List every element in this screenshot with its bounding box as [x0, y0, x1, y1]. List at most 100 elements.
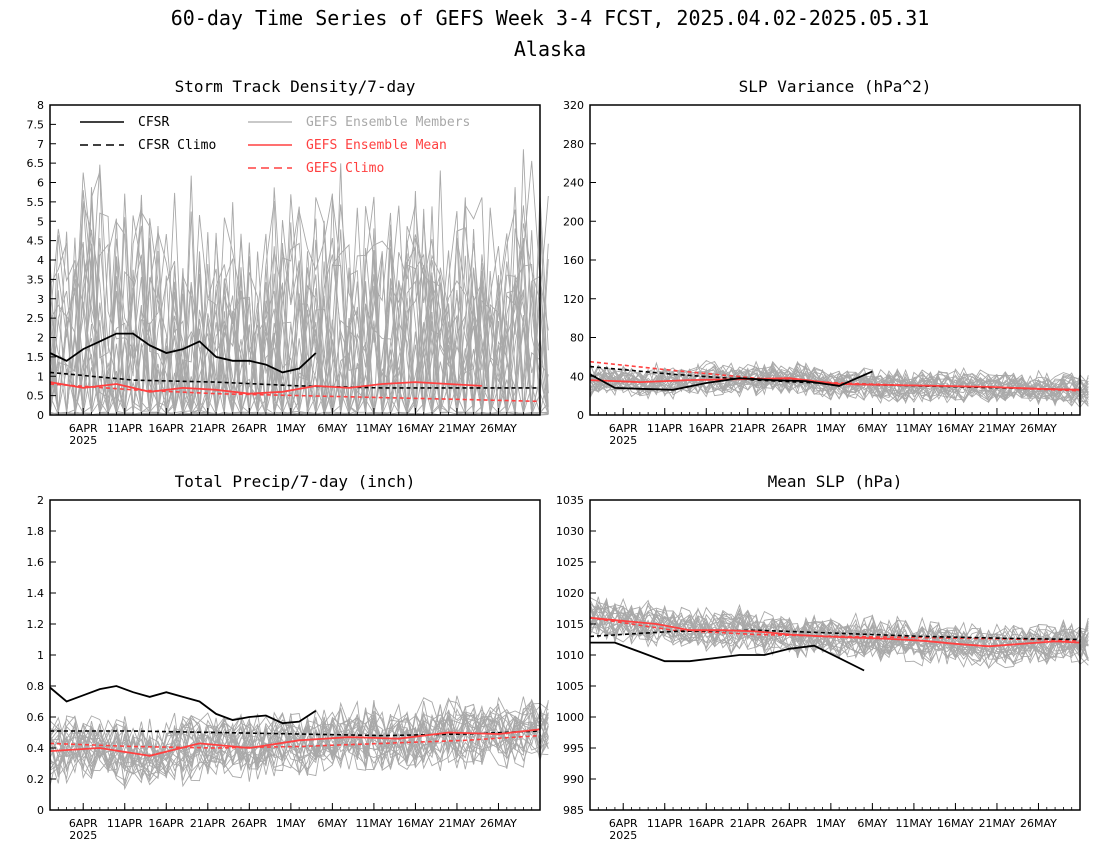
- x-tick-label: 16MAY: [937, 817, 974, 830]
- ensemble-member-line: [589, 364, 1089, 403]
- ensemble-member-line: [49, 208, 549, 416]
- ensemble-member-line: [589, 367, 1089, 405]
- panel-title: Storm Track Density/7-day: [175, 77, 416, 96]
- y-tick-label: 7: [37, 138, 44, 151]
- y-tick-label: 1.2: [27, 618, 45, 631]
- y-tick-label: 1015: [556, 618, 584, 631]
- y-tick-label: 8: [37, 99, 44, 112]
- legend-label-mean: GEFS Ensemble Mean: [306, 138, 447, 153]
- y-tick-label: 1010: [556, 649, 584, 662]
- x-tick-label: 26APR: [771, 422, 807, 435]
- x-tick-label: 26MAY: [480, 817, 517, 830]
- series-cfsr-line: [49, 685, 317, 725]
- y-tick-label: 1035: [556, 494, 584, 507]
- x-tick-label: 6MAY: [317, 422, 347, 435]
- x-tick-label: 6APR: [609, 422, 638, 435]
- y-tick-label: 1025: [556, 556, 584, 569]
- ensemble-member-line: [49, 709, 549, 791]
- series-gefs-ensemble-mean-line: [49, 728, 541, 757]
- ensemble-member-line: [589, 607, 1089, 667]
- x-tick-label: 16MAY: [397, 422, 434, 435]
- x-tick-label: 16APR: [688, 817, 724, 830]
- ensemble-member-line: [589, 367, 1089, 403]
- ensemble-members: [49, 695, 549, 791]
- x-tick-label: 11MAY: [355, 817, 392, 830]
- x-tick-label: 1MAY: [816, 817, 846, 830]
- x-tick-label: 21APR: [730, 817, 766, 830]
- ensemble-member-line: [49, 197, 549, 416]
- legend-label-cfsr-climo: CFSR Climo: [138, 138, 216, 153]
- legend: CFSR CFSR Climo GEFS Ensemble Members GE…: [80, 115, 470, 176]
- series-gefs-climo-line: [49, 734, 541, 749]
- series-gefs-climo-line: [49, 383, 541, 403]
- y-tick-label: 0.8: [27, 680, 45, 693]
- x-tick-label: 21APR: [730, 422, 766, 435]
- y-tick-label: 7.5: [27, 118, 45, 131]
- y-tick-label: 0.6: [27, 711, 45, 724]
- legend-label-cfsr: CFSR: [138, 115, 169, 130]
- x-year-label: 2025: [69, 434, 97, 447]
- series-cfsr-line: [589, 370, 873, 391]
- x-tick-label: 26APR: [231, 422, 267, 435]
- panel-title: SLP Variance (hPa^2): [739, 77, 932, 96]
- y-tick-label: 6: [37, 177, 44, 190]
- y-tick-label: 3: [37, 293, 44, 306]
- y-tick-label: 1: [37, 370, 44, 383]
- x-tick-label: 21MAY: [979, 817, 1016, 830]
- x-tick-label: 6MAY: [317, 817, 347, 830]
- x-year-label: 2025: [69, 829, 97, 842]
- x-tick-label: 6MAY: [857, 422, 887, 435]
- x-tick-label: 1MAY: [276, 422, 306, 435]
- slp-variance-panel: SLP Variance (hPa^2) 0 40 80 120 160 200 240 28…: [563, 77, 1089, 447]
- y-tick-label: 1000: [556, 711, 584, 724]
- y-tick-label: 1030: [556, 525, 584, 538]
- x-tick-label: 16MAY: [397, 817, 434, 830]
- x-tick-label: 6APR: [69, 817, 98, 830]
- ensemble-member-line: [49, 195, 549, 416]
- series-gefs-ensemble-mean-line: [589, 377, 1081, 391]
- x-tick-label: 6MAY: [857, 817, 887, 830]
- y-tick-label: 1.4: [27, 587, 45, 600]
- y-tick-label: 2.5: [27, 312, 45, 325]
- x-tick-label: 21APR: [190, 817, 226, 830]
- x-tick-label: 11MAY: [895, 817, 932, 830]
- series-gefs-ensemble-mean-line: [589, 616, 1081, 648]
- y-tick-label: 5: [37, 215, 44, 228]
- y-tick-label: 0: [37, 409, 44, 422]
- x-tick-label: 26APR: [771, 817, 807, 830]
- x-tick-label: 16MAY: [937, 422, 974, 435]
- x-tick-label: 6APR: [609, 817, 638, 830]
- x-tick-label: 21MAY: [439, 422, 476, 435]
- x-tick-label: 26MAY: [480, 422, 517, 435]
- x-tick-label: 11APR: [647, 422, 683, 435]
- series-cfsr-climo-line: [589, 629, 1081, 641]
- x-year-label: 2025: [609, 434, 637, 447]
- y-tick-label: 0: [577, 409, 584, 422]
- legend-label-members: GEFS Ensemble Members: [306, 115, 470, 130]
- x-tick-label: 1MAY: [816, 422, 846, 435]
- ensemble-member-line: [49, 707, 549, 778]
- y-tick-label: 120: [563, 293, 584, 306]
- series-cfsr-line: [49, 332, 317, 374]
- storm-track-panel: Storm Track Density/7-day 0 0.5 1 1.5 2 2.5 3 3…: [27, 77, 549, 447]
- y-tick-label: 1005: [556, 680, 584, 693]
- y-tick-label: 5.5: [27, 196, 45, 209]
- x-tick-label: 6APR: [69, 422, 98, 435]
- figure-subtitle: Alaska: [514, 37, 586, 61]
- y-tick-label: 0.4: [27, 742, 45, 755]
- y-tick-label: 3.5: [27, 273, 45, 286]
- ensemble-member-line: [49, 705, 549, 788]
- x-tick-label: 21MAY: [979, 422, 1016, 435]
- total-precip-panel: Total Precip/7-day (inch) 0 0.2 0.4 0.6 0.8 1…: [27, 472, 549, 842]
- plot-frame: [589, 104, 1081, 416]
- x-year-label: 2025: [609, 829, 637, 842]
- y-tick-label: 1.8: [27, 525, 45, 538]
- y-tick-label: 1.5: [27, 351, 45, 364]
- ensemble-member-line: [49, 207, 549, 416]
- panel-title: Mean SLP (hPa): [768, 472, 903, 491]
- panel-title: Total Precip/7-day (inch): [175, 472, 416, 491]
- x-tick-label: 11APR: [647, 817, 683, 830]
- x-tick-label: 21MAY: [439, 817, 476, 830]
- y-tick-label: 160: [563, 254, 584, 267]
